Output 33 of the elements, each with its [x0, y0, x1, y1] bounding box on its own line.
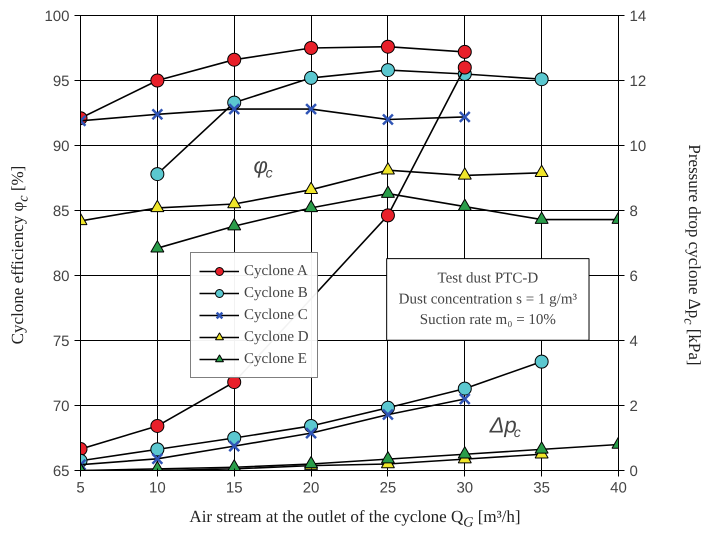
y-tick-label: 90 [52, 138, 70, 155]
x-tick-label: 25 [380, 480, 396, 496]
x-tick-label: 20 [302, 480, 320, 496]
y2-tick-label: 8 [630, 203, 638, 220]
y2-tick-label: 10 [630, 138, 646, 155]
y-tick-label: 70 [52, 398, 70, 415]
y-tick-label: 80 [52, 268, 70, 285]
legend-label: Cyclone E [244, 350, 307, 368]
y2-tick-label: 0 [630, 463, 638, 480]
y2-tick-label: 6 [630, 268, 638, 285]
legend-label: Cyclone D [244, 328, 309, 346]
annotation: Dust concentration s = 1 g/m³ [398, 291, 578, 308]
legend-label: Cyclone C [244, 306, 308, 324]
x-tick-label: 15 [226, 480, 243, 496]
x-tick-label: 10 [149, 480, 166, 496]
x-tick-label: 35 [533, 480, 550, 496]
y-tick-label: 85 [52, 203, 70, 220]
x-axis-title: Air stream at the outlet of the cyclone Q$_{G}$ [m³/h] [188, 506, 522, 532]
annotation: Suction rate m₀ = 10% [420, 312, 556, 328]
y-tick-label: 95 [52, 73, 70, 90]
y-tick-label: 75 [52, 333, 70, 350]
x-tick-label: 40 [610, 480, 627, 496]
annotation: Test dust PTC-D [438, 270, 538, 287]
y-tick-label: 65 [52, 463, 70, 480]
y2-tick-label: 4 [630, 333, 638, 350]
y-tick-label: 100 [44, 8, 70, 25]
y2-tick-label: 2 [630, 398, 638, 415]
legend-label: Cyclone B [244, 284, 308, 302]
legend-label: Cyclone A [244, 262, 308, 280]
x-tick-label: 5 [76, 480, 85, 496]
y2-tick-label: 14 [630, 8, 646, 25]
x-tick-label: 30 [456, 480, 474, 496]
y2-tick-label: 12 [630, 73, 646, 90]
